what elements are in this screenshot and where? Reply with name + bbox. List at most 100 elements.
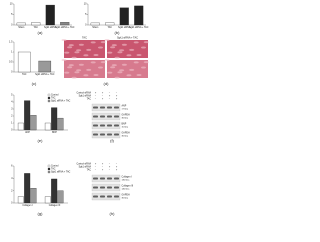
condition-sign: + xyxy=(116,99,118,101)
blot-band xyxy=(93,186,98,189)
x-tick-label: Sham xyxy=(92,27,98,29)
band-name: GAPDH xyxy=(122,114,131,117)
bar xyxy=(51,107,58,131)
tissue-texture xyxy=(126,74,132,77)
x-tick-label: TAC xyxy=(22,73,27,76)
x-tick-label: Sgk1 siRNA xyxy=(44,26,57,29)
blot-band xyxy=(93,115,98,118)
y-tick-label: 10 xyxy=(84,3,87,6)
panel-label: (b) xyxy=(115,30,121,35)
blot-band xyxy=(93,195,98,198)
histology-column-label: Sgk1 siRNA + TAC xyxy=(117,37,138,40)
legend-swatch xyxy=(47,164,51,168)
tissue-texture xyxy=(111,64,117,67)
tissue-texture xyxy=(83,54,89,57)
band-size: 15 kDa xyxy=(122,127,129,129)
tissue-texture xyxy=(133,41,139,44)
bar xyxy=(134,5,144,26)
tissue-texture xyxy=(141,46,146,49)
tissue-texture xyxy=(141,66,146,69)
bar xyxy=(24,100,31,131)
x-tick-label: TAC xyxy=(34,26,39,29)
blot-band xyxy=(114,115,119,118)
condition-sign: − xyxy=(116,164,118,166)
tissue-texture xyxy=(110,46,116,49)
tissue-texture xyxy=(110,66,116,69)
legend-swatch xyxy=(47,99,51,103)
condition-sign: − xyxy=(109,164,111,166)
blot-band xyxy=(114,195,119,198)
tissue-texture xyxy=(61,59,67,61)
panel-label: (c) xyxy=(32,81,37,86)
tissue-texture xyxy=(117,71,123,74)
tissue-texture xyxy=(104,59,110,61)
y-tick-label: 1.5 xyxy=(9,41,13,44)
tissue-texture xyxy=(129,68,135,71)
blot-band xyxy=(93,106,98,109)
condition-label: Sgk1 siRNA xyxy=(79,166,92,169)
bar xyxy=(57,117,64,131)
condition-sign: + xyxy=(116,170,118,172)
tissue-texture xyxy=(100,61,106,64)
condition-label: Control siRNA xyxy=(76,92,91,95)
blot-band xyxy=(107,133,112,136)
condition-sign: + xyxy=(109,96,111,98)
blot-band xyxy=(114,106,119,109)
blot-band xyxy=(93,124,98,127)
tissue-texture xyxy=(100,41,106,44)
condition-sign: + xyxy=(102,170,104,172)
band-size: 140 kDa xyxy=(122,189,131,191)
condition-sign: − xyxy=(102,167,104,169)
legend-label: TAC xyxy=(51,97,56,100)
tissue-texture xyxy=(121,63,127,66)
blot-band xyxy=(100,133,105,136)
legend-swatch xyxy=(47,96,51,100)
blot-band xyxy=(114,133,119,136)
x-tick-label: Sham xyxy=(18,27,24,29)
blot-strip xyxy=(91,103,121,112)
y-tick-label: 4 xyxy=(11,101,13,104)
tissue-texture xyxy=(86,48,92,51)
panel-label: (d) xyxy=(104,81,110,86)
tissue-texture xyxy=(67,66,73,69)
tissue-texture xyxy=(98,66,103,69)
panel-label: (g) xyxy=(38,211,44,216)
histology-image xyxy=(107,40,148,58)
tissue-texture xyxy=(74,71,80,74)
legend-label: TAC xyxy=(51,168,56,171)
band-name: Collagen I xyxy=(122,177,133,179)
blot-strip xyxy=(91,112,121,121)
blot-band xyxy=(100,124,105,127)
x-tick-label: Collagen I xyxy=(22,205,33,207)
tissue-texture xyxy=(71,56,77,59)
tissue-texture xyxy=(90,41,96,44)
blot-strip xyxy=(91,121,121,130)
condition-sign: − xyxy=(109,99,111,101)
x-tick-label: Sgk1 siRNA xyxy=(118,26,131,29)
y-tick-label: 0 xyxy=(11,24,13,27)
tissue-texture xyxy=(114,76,120,79)
tissue-texture xyxy=(64,71,70,74)
tissue-texture xyxy=(98,46,103,49)
histology-column-label: TAC xyxy=(82,37,87,40)
histology-image xyxy=(64,40,105,58)
legend-label: Sgk1 siRNA + TAC xyxy=(51,171,71,174)
blot-band xyxy=(114,177,119,180)
tissue-texture xyxy=(121,43,127,46)
condition-sign: − xyxy=(95,167,97,169)
y-tick-label: 0 xyxy=(11,202,13,205)
y-tick-label: 1 xyxy=(11,122,13,125)
blot-band xyxy=(93,133,98,136)
bar xyxy=(24,173,31,204)
blot-band xyxy=(107,115,112,118)
y-tick-label: 4 xyxy=(11,177,13,180)
condition-sign: − xyxy=(116,93,118,95)
y-tick-label: 0 xyxy=(11,129,13,132)
band-size: 36 kDa xyxy=(122,198,129,200)
tissue-texture xyxy=(133,61,139,64)
tissue-texture xyxy=(67,46,73,49)
condition-sign: − xyxy=(109,93,111,95)
tissue-texture xyxy=(71,76,77,79)
band-size: 17 kDa xyxy=(122,109,129,111)
x-tick-label: ANP xyxy=(25,131,30,134)
